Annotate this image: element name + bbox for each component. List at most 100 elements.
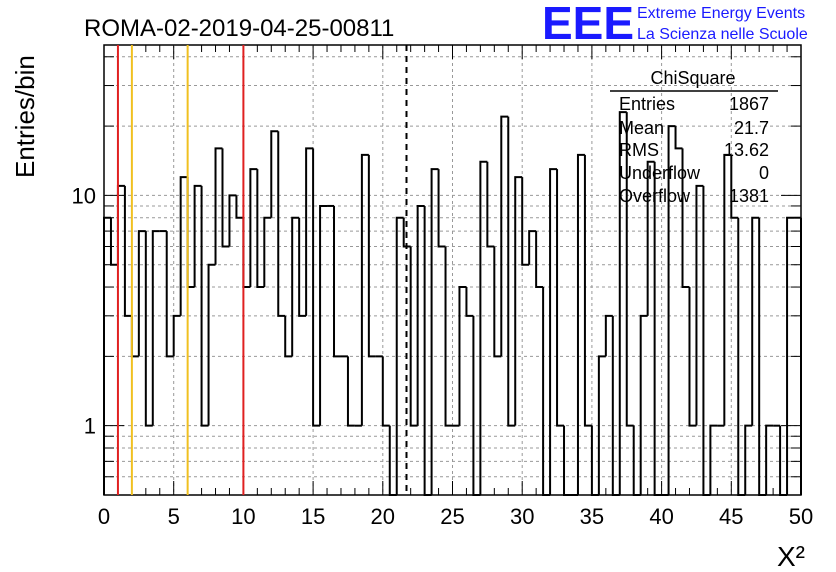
histogram-bar: [514, 176, 523, 426]
stats-label-underflow: Underflow: [619, 163, 701, 183]
histogram-bar: [542, 287, 551, 496]
logo-tagline-2: La Scienza nelle Scuole: [637, 26, 808, 43]
logo-tagline-1: Extreme Energy Events: [637, 5, 805, 22]
stats-value-underflow: 0: [759, 163, 769, 183]
histogram-bar: [444, 246, 453, 427]
x-tick-label: 30: [510, 504, 534, 529]
histogram-bar: [360, 153, 369, 426]
histogram-bar: [116, 184, 125, 265]
histogram-bar: [556, 169, 565, 427]
x-axis-label: X²: [777, 541, 805, 572]
histogram-bar: [744, 424, 753, 495]
stats-label-entries: Entries: [619, 94, 675, 114]
histogram-bar: [625, 112, 634, 427]
histogram-bar: [137, 230, 146, 357]
histogram-bar: [611, 315, 620, 496]
histogram-bar: [786, 216, 795, 495]
histogram-bar: [263, 216, 272, 288]
histogram-bar: [765, 424, 774, 495]
histogram-bar: [402, 217, 411, 248]
histogram-bar: [270, 130, 279, 218]
histogram-bar: [646, 160, 655, 316]
histogram-bar: [758, 217, 767, 496]
histogram-bar: [305, 147, 314, 316]
histogram-bar: [472, 315, 481, 496]
histogram-bar: [249, 168, 258, 288]
stats-value-overflow: 1381: [729, 186, 769, 206]
histogram-bar: [200, 185, 209, 427]
stats-value-rms: 13.62: [724, 140, 769, 160]
histogram-bar: [604, 314, 613, 357]
logo-eee: EEE: [542, 0, 634, 49]
histogram-bar: [186, 177, 195, 289]
x-tick-label: 20: [371, 504, 395, 529]
histogram-bar: [103, 216, 111, 495]
histogram-bar: [367, 154, 376, 358]
histogram-bar: [458, 286, 467, 426]
stats-box: ChiSquare Entries 1867 Mean 21.7 RMS 13.…: [610, 68, 778, 206]
histogram-bar: [172, 314, 181, 357]
x-tick-label: 50: [789, 504, 813, 529]
histogram-bar: [179, 176, 188, 316]
histogram-bar: [535, 231, 544, 289]
histogram-bar: [395, 216, 404, 495]
histogram-bar: [576, 153, 585, 495]
histogram-bar: [123, 185, 132, 317]
histogram-bar: [632, 425, 641, 496]
histogram-bar: [465, 287, 474, 317]
histogram-bar: [702, 185, 711, 496]
histogram-bars: [103, 111, 802, 496]
stats-value-entries: 1867: [729, 94, 769, 114]
stats-label-rms: RMS: [619, 140, 659, 160]
histogram-bar: [723, 153, 732, 426]
histogram-bar: [563, 425, 571, 496]
histogram-bar: [423, 205, 432, 496]
histogram-bar: [109, 217, 118, 266]
histogram-bar: [688, 287, 697, 427]
stats-value-mean: 21.7: [734, 118, 769, 138]
x-tick-label: 5: [168, 504, 180, 529]
histogram-bar: [151, 230, 160, 426]
histogram-bar: [214, 147, 223, 265]
stats-title: ChiSquare: [650, 68, 735, 88]
histogram-bar: [130, 315, 139, 358]
histogram-bar: [207, 263, 216, 426]
histogram-bar: [437, 169, 446, 248]
histogram-bar: [409, 246, 418, 427]
histogram-bar: [430, 168, 439, 495]
histogram-bar: [667, 125, 676, 495]
histogram-bar: [346, 356, 355, 427]
histogram-bar: [681, 148, 690, 289]
histogram-bar: [521, 177, 530, 266]
histogram-bar: [416, 204, 425, 426]
marker-lines: [116, 45, 408, 495]
histogram-bar: [284, 315, 293, 358]
histogram-bar: [242, 217, 251, 289]
histogram-bar: [228, 194, 237, 247]
histogram-bar: [618, 111, 627, 495]
histogram-bar: [549, 168, 558, 495]
stats-label-mean: Mean: [619, 118, 664, 138]
histogram-bar: [507, 116, 516, 427]
histogram-bar: [144, 231, 153, 427]
x-tick-label: 15: [301, 504, 325, 529]
x-tick-label: 40: [649, 504, 673, 529]
histogram-bar: [298, 217, 307, 317]
histogram-bar: [779, 425, 788, 496]
histogram-bar: [737, 217, 746, 496]
histogram-bar: [751, 216, 760, 426]
histogram-bar: [590, 425, 599, 496]
histogram-bar: [486, 161, 495, 248]
histogram-bar: [291, 216, 300, 357]
histogram-bar: [277, 131, 286, 317]
histogram-bar: [528, 230, 537, 265]
y-axis-label: Entries/bin: [10, 55, 40, 178]
histogram-bar: [583, 154, 592, 427]
x-tick-label: 45: [719, 504, 743, 529]
histogram-bar: [312, 148, 321, 427]
y-tick-label: 1: [84, 414, 96, 439]
histogram-bar: [193, 184, 202, 288]
histogram-bar: [235, 195, 244, 219]
histogram-bar: [639, 314, 648, 495]
